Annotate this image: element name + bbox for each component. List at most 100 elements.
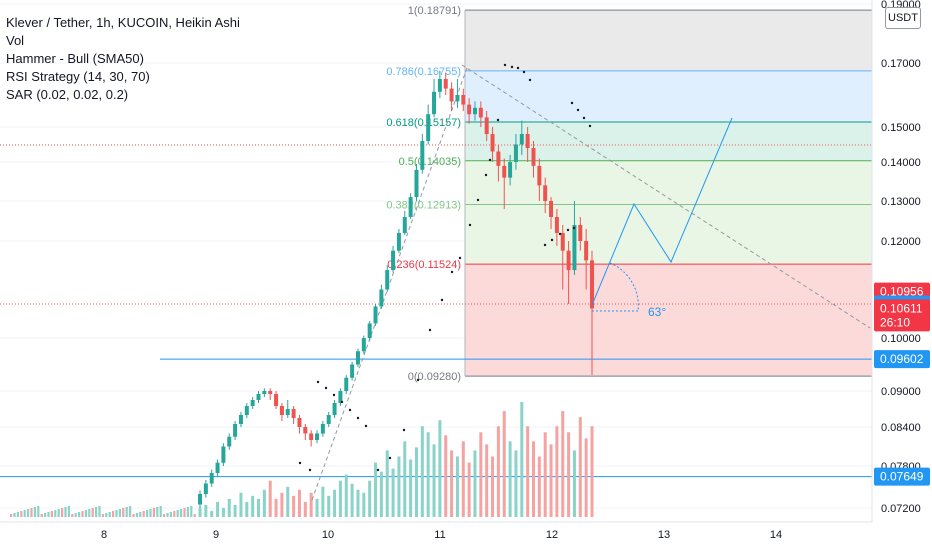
- sar-dot: [566, 228, 570, 232]
- volume-bar: [403, 441, 407, 517]
- fib-zone: [465, 204, 872, 265]
- volume-bar: [333, 489, 337, 517]
- candle-body: [467, 104, 472, 115]
- volume-bar: [496, 426, 500, 517]
- price-tag: [874, 299, 930, 332]
- sar-dot: [332, 393, 336, 397]
- candle-body: [554, 217, 559, 233]
- volume-bar: [409, 459, 413, 517]
- volume-bar: [356, 489, 360, 517]
- volume-bar: [221, 507, 225, 517]
- candle-body: [303, 427, 308, 434]
- fib-level-label: 0.382(0.12913): [386, 199, 461, 211]
- volume-bar: [239, 492, 243, 517]
- sar-dot: [468, 223, 472, 227]
- candle-body: [221, 446, 226, 463]
- candle-body: [578, 225, 583, 241]
- candle-body: [373, 306, 378, 324]
- y-tick-label: 0.13000: [881, 196, 921, 208]
- sar-dot: [503, 63, 507, 67]
- legend-rsi-indicator[interactable]: RSI Strategy (14, 30, 70): [6, 69, 150, 84]
- volume-bar: [561, 411, 565, 517]
- volume-bar: [122, 508, 125, 517]
- sar-dot: [588, 124, 592, 128]
- candle-body: [443, 79, 448, 89]
- sar-dot: [576, 108, 580, 112]
- sar-dot: [340, 400, 344, 404]
- sar-dot: [308, 468, 312, 472]
- volume-bar: [426, 432, 430, 517]
- volume-bar: [156, 507, 159, 517]
- candle-body: [227, 436, 232, 447]
- candle-body: [250, 400, 255, 406]
- currency-button[interactable]: USDT: [885, 7, 921, 29]
- volume-bar: [444, 435, 448, 517]
- candle-body: [315, 433, 320, 440]
- volume-bar: [327, 495, 331, 517]
- legend-hammer-indicator[interactable]: Hammer - Bull (SMA50): [6, 51, 144, 66]
- candle-body: [513, 144, 518, 162]
- legend-sar-indicator[interactable]: SAR (0.02, 0.02, 0.2): [6, 87, 129, 102]
- candle-body: [326, 415, 331, 424]
- price-axis-bg: [872, 0, 932, 522]
- sar-dot: [488, 158, 492, 162]
- volume-bar: [98, 506, 101, 517]
- volume-bar: [520, 402, 524, 517]
- candle-body: [584, 241, 589, 261]
- legend: Klever / Tether, 1h, KUCOIN, Heikin Ashi…: [6, 14, 240, 104]
- candle-body: [472, 107, 477, 115]
- x-tick-label: 9: [213, 529, 219, 541]
- volume-bar: [420, 426, 424, 517]
- volume-bar: [584, 438, 588, 517]
- volume-bar: [105, 513, 108, 517]
- candle-body: [238, 415, 243, 424]
- volume-bar: [132, 514, 135, 517]
- price-tag-countdown: 26:10: [880, 315, 910, 329]
- volume-bar: [268, 480, 272, 517]
- volume-bar: [125, 507, 128, 517]
- legend-volume[interactable]: Vol: [6, 33, 25, 48]
- y-tick-label: 0.19000: [881, 0, 921, 11]
- candle-body: [279, 406, 284, 415]
- candle-body: [285, 409, 290, 415]
- candle-body: [496, 151, 501, 166]
- sar-dot: [364, 424, 368, 428]
- volume-bar: [71, 514, 74, 517]
- volume-bar: [139, 512, 142, 517]
- x-tick-label: 11: [434, 529, 445, 541]
- volume-bar: [549, 444, 553, 517]
- volume-bar: [297, 489, 301, 517]
- price-tag-label: 0.07649: [880, 470, 924, 484]
- volume-bar: [183, 508, 186, 517]
- y-tick-label: 0.07200: [881, 503, 921, 515]
- sar-dot: [496, 118, 500, 122]
- candle-body: [426, 114, 431, 141]
- volume-bar: [473, 450, 477, 517]
- volume-bar: [40, 514, 43, 517]
- angle-arc: [609, 262, 639, 312]
- candle-body: [402, 217, 407, 233]
- sar-dot: [450, 270, 454, 274]
- volume-bar: [467, 462, 471, 517]
- volume-bar: [186, 507, 189, 517]
- volume-bar: [502, 411, 506, 517]
- candle-body: [385, 270, 390, 290]
- candle-body: [543, 185, 548, 201]
- candle-body: [291, 409, 296, 418]
- candle-body: [508, 162, 513, 178]
- fib-zone: [465, 160, 872, 205]
- volume-bar: [115, 510, 118, 517]
- x-tick-label: 14: [770, 529, 782, 541]
- volume-bar: [108, 512, 111, 517]
- sar-dot: [516, 66, 520, 70]
- volume-bar: [374, 462, 378, 517]
- legend-title[interactable]: Klever / Tether, 1h, KUCOIN, Heikin Ashi: [6, 15, 240, 30]
- candle-body: [297, 418, 302, 427]
- x-tick-label: 13: [658, 529, 670, 541]
- volume-bar: [292, 495, 296, 517]
- candle-body: [537, 165, 542, 186]
- x-tick-label: 10: [322, 529, 334, 541]
- sar-dot: [458, 256, 462, 260]
